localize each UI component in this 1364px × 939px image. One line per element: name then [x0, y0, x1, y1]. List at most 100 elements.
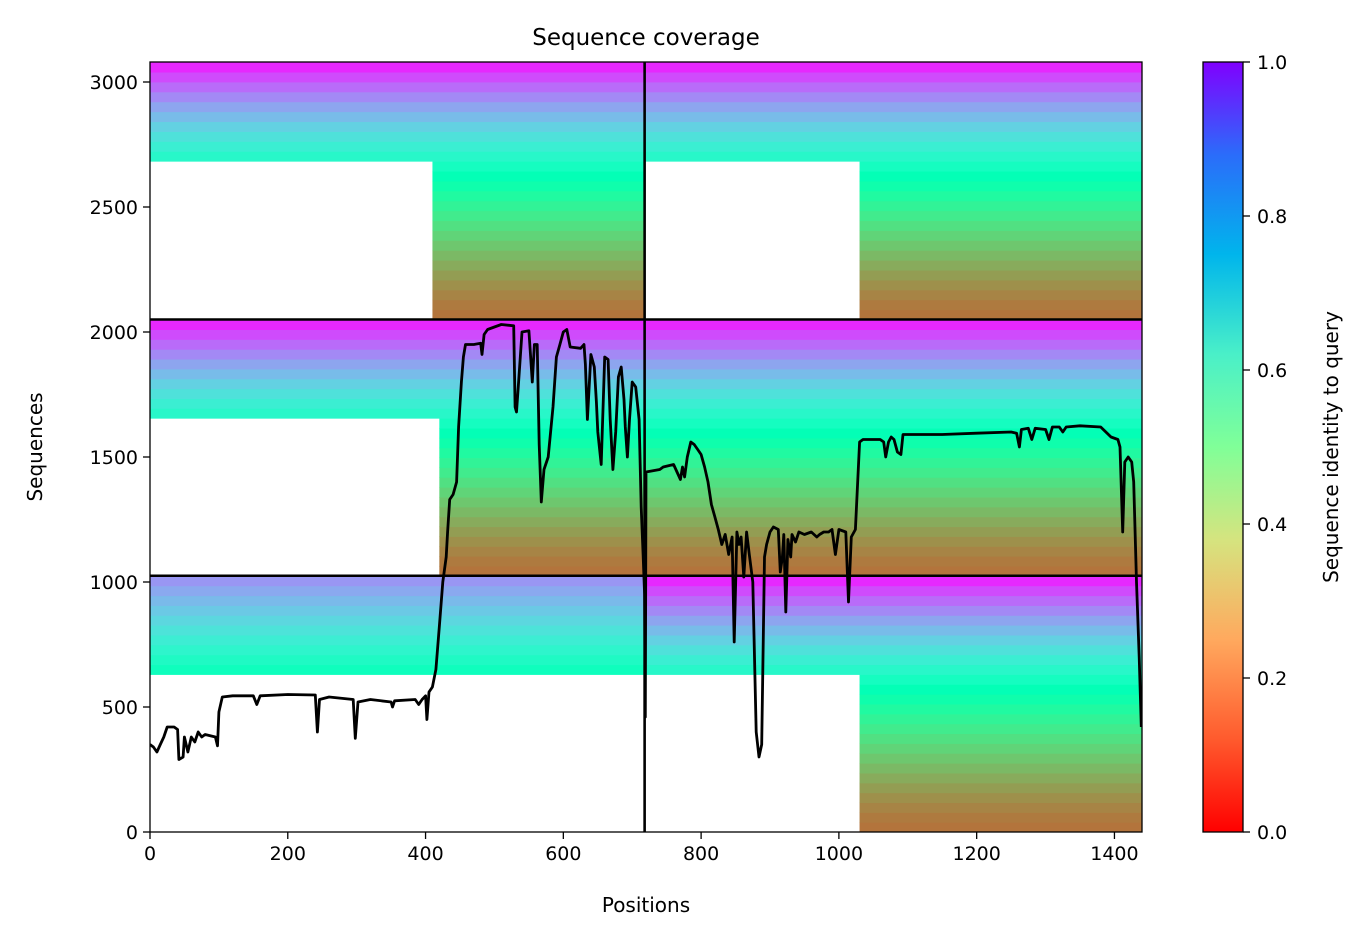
heatmap-band: [644, 101, 1142, 113]
y-axis-label: Sequences: [23, 392, 47, 501]
x-tick-label: 200: [270, 843, 306, 865]
plot-area: [150, 62, 1142, 832]
coverage-block: [644, 319, 1142, 577]
heatmap-band: [432, 240, 645, 251]
heatmap-band: [150, 644, 645, 656]
colorbar-tick-label: 0.4: [1257, 514, 1287, 536]
colorbar-tick-label: 0.2: [1257, 668, 1287, 690]
colorbar-ticks: 0.0 0.2 0.4 0.6 0.8 1.0: [1243, 52, 1287, 844]
chart-title: Sequence coverage: [532, 25, 760, 51]
heatmap-band: [150, 151, 645, 162]
heatmap-band: [150, 654, 645, 666]
x-tick-label: 800: [683, 843, 719, 865]
heatmap-band: [644, 319, 1142, 330]
heatmap-band: [644, 398, 1142, 409]
heatmap-band: [432, 260, 645, 271]
coverage-block: [150, 575, 645, 675]
colorbar-tick-label: 0.0: [1257, 822, 1287, 844]
x-tick-label: 1000: [815, 843, 863, 865]
heatmap-band: [439, 427, 645, 439]
heatmap-band: [859, 161, 1142, 172]
heatmap-band: [439, 546, 645, 557]
y-tick-label: 2000: [90, 322, 138, 344]
heatmap-band: [150, 605, 645, 616]
heatmap-band: [150, 329, 645, 340]
heatmap-band: [432, 180, 645, 192]
heatmap-band: [644, 408, 1142, 419]
heatmap-band: [859, 733, 1142, 744]
heatmap-band: [432, 161, 645, 172]
heatmap-band: [439, 526, 645, 537]
heatmap-band: [859, 782, 1142, 794]
heatmap-band: [150, 585, 645, 597]
heatmap-band: [859, 743, 1142, 754]
heatmap-band: [644, 141, 1142, 152]
heatmap-band: [859, 674, 1142, 685]
heatmap-band: [644, 595, 1142, 606]
colorbar-gradient: [1202, 61, 1244, 833]
heatmap-band: [644, 575, 1142, 587]
coverage-block: [644, 575, 1142, 832]
x-tick-label: 400: [407, 843, 443, 865]
coverage-line: [150, 323, 1142, 761]
heatmap-band: [150, 615, 645, 626]
heatmap-band: [859, 802, 1142, 813]
heatmap-band: [859, 250, 1142, 261]
heatmap-band: [439, 556, 645, 567]
heatmap-band: [859, 269, 1142, 281]
colorbar-tick-label: 1.0: [1257, 52, 1287, 74]
y-tick-label: 1500: [90, 447, 138, 469]
heatmap-band: [644, 131, 1142, 142]
colorbar-tick-label: 0.8: [1257, 206, 1287, 228]
heatmap-band: [150, 141, 645, 152]
heatmap-band: [644, 634, 1142, 646]
heatmap-band: [432, 250, 645, 261]
heatmap-band: [644, 605, 1142, 616]
heatmap-band: [859, 190, 1142, 202]
heatmap-band: [644, 556, 1142, 567]
heatmap-band: [432, 269, 645, 281]
heatmap-band: [150, 388, 645, 399]
heatmap-band: [644, 625, 1142, 636]
heatmap-band: [859, 309, 1142, 321]
heatmap-band: [150, 111, 645, 123]
heatmap-band: [644, 339, 1142, 350]
heatmap-band: [439, 536, 645, 547]
heatmap-band: [644, 378, 1142, 390]
heatmap-band: [644, 536, 1142, 547]
colorbar-tick-label: 0.6: [1257, 360, 1287, 382]
heatmap-band: [859, 723, 1142, 735]
heatmap-band: [644, 62, 1142, 73]
heatmap-band: [150, 634, 645, 646]
heatmap-band: [644, 457, 1142, 468]
heatmap-band: [432, 200, 645, 212]
heatmap-band: [432, 170, 645, 182]
heatmap-band: [859, 299, 1142, 311]
heatmap-band: [644, 81, 1142, 93]
heatmap-band: [859, 822, 1142, 832]
y-tick-label: 0: [126, 822, 138, 844]
y-tick-label: 2500: [90, 197, 138, 219]
heatmap-band: [432, 279, 645, 291]
heatmap-band: [859, 792, 1142, 804]
heatmap-band: [644, 91, 1142, 103]
heatmap-band: [644, 329, 1142, 340]
heatmap-band: [644, 644, 1142, 656]
heatmap-band: [644, 585, 1142, 597]
heatmap-band: [150, 625, 645, 636]
coverage-block: [644, 62, 1142, 321]
heatmap-band: [150, 101, 645, 113]
heatmap-band: [439, 516, 645, 528]
heatmap-band: [644, 477, 1142, 488]
heatmap-band: [150, 319, 645, 330]
heatmap-band: [432, 309, 645, 321]
y-axis: 0 500 1000 1500 2000 2500 3000: [90, 72, 150, 844]
heatmap-band: [439, 457, 645, 468]
heatmap-band: [644, 546, 1142, 557]
heatmap-band: [644, 418, 1142, 429]
heatmap-band: [644, 358, 1142, 370]
heatmap-band: [150, 349, 645, 360]
heatmap-band: [644, 437, 1142, 449]
heatmap-band: [644, 487, 1142, 498]
